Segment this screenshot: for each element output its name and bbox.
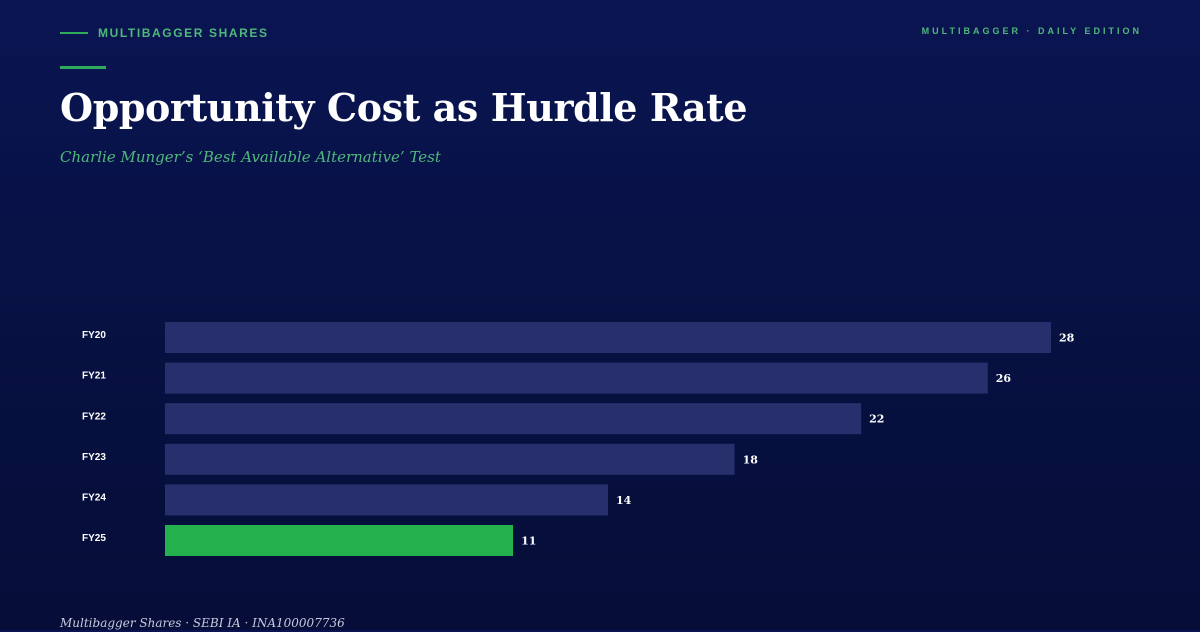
value-label-fy23: 18	[743, 453, 759, 466]
brand: MULTIBAGGER SHARES	[60, 26, 269, 40]
page-title: Opportunity Cost as Hurdle Rate	[60, 85, 748, 130]
brand-accent-line	[60, 32, 88, 34]
title-accent-rule	[60, 66, 106, 69]
bar-fy25	[165, 525, 514, 556]
bar-fy23	[165, 443, 735, 475]
brand-name: MULTIBAGGER SHARES	[98, 26, 269, 40]
category-label-fy24: FY24	[82, 493, 106, 504]
page-subtitle: Charlie Munger’s ‘Best Available Alterna…	[60, 148, 441, 166]
edition-label: MULTIBAGGER · DAILY EDITION	[921, 26, 1142, 36]
category-label-fy22: FY22	[82, 411, 106, 422]
value-label-fy21: 26	[996, 372, 1012, 385]
category-label-fy25: FY25	[82, 533, 106, 544]
value-label-fy22: 22	[869, 413, 884, 426]
category-label-fy20: FY20	[82, 330, 106, 341]
value-label-fy24: 14	[616, 494, 632, 507]
value-label-fy25: 11	[521, 535, 536, 548]
footer-credit: Multibagger Shares · SEBI IA · INA100007…	[60, 616, 345, 630]
bar-fy20	[165, 322, 1051, 353]
bar-fy22	[165, 403, 862, 435]
value-label-fy20: 28	[1059, 332, 1075, 345]
bar-fy24	[165, 484, 608, 516]
bar-fy21	[165, 362, 988, 394]
category-label-fy21: FY21	[82, 371, 106, 382]
category-label-fy23: FY23	[82, 452, 106, 463]
